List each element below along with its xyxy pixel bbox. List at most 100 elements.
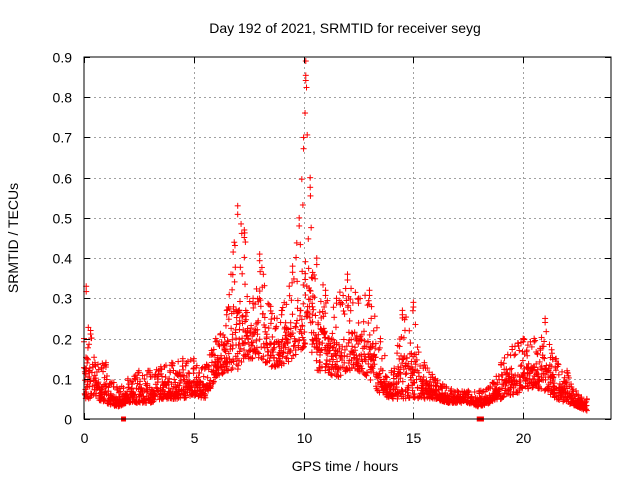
data-point [520,338,527,345]
data-point [523,364,530,371]
data-point [531,338,538,345]
data-point [420,390,427,397]
data-point [238,220,245,227]
data-point [141,375,148,382]
data-point [225,316,232,323]
data-point [300,300,307,307]
data-point [519,357,526,364]
data-point [289,263,296,270]
x-tick-label: 15 [406,430,422,446]
data-point [350,348,357,355]
data-point [210,346,217,353]
data-point [367,344,374,351]
data-point [83,384,90,391]
y-tick-labels: 0 0.1 0.2 0.3 0.4 0.5 0.6 0.7 0.8 0.9 [53,50,73,428]
data-point [345,339,352,346]
data-point [309,275,316,282]
data-point [235,362,242,369]
data-point [417,363,424,370]
data-point [545,387,552,394]
data-point [559,368,566,375]
data-point [556,397,563,404]
data-point [479,402,486,409]
data-point [290,343,297,350]
data-point [473,401,480,408]
data-point [251,345,258,352]
data-point [312,275,319,282]
data-point [294,317,301,324]
data-point [418,378,425,385]
data-point [331,350,338,357]
data-point [309,311,316,318]
data-point [506,366,513,373]
data-point [328,370,335,377]
data-point [550,383,557,390]
data-point [452,399,459,406]
data-point [363,343,370,350]
data-point [260,353,267,360]
data-point [86,341,93,348]
data-point [97,389,104,396]
data-point [348,285,355,292]
data-point [407,340,414,347]
data-point [206,384,213,391]
data-point [243,332,250,339]
data-point [538,363,545,370]
data-point [200,373,207,380]
data-point [185,369,192,376]
data-point [195,393,202,400]
data-point [365,351,372,358]
data-point [403,370,410,377]
data-point [332,324,339,331]
data-point [133,394,140,401]
data-point [289,330,296,337]
data-point [484,395,491,402]
data-point [257,303,264,310]
data-point [268,316,275,323]
data-point [322,334,329,341]
data-point [351,344,358,351]
data-point [213,373,220,380]
data-point [322,287,329,294]
data-point [305,265,312,272]
data-point [233,307,240,314]
data-point [233,335,240,342]
data-point [234,202,241,209]
data-point [565,374,572,381]
data-point [370,327,377,334]
data-point [446,399,453,406]
data-point [325,348,332,355]
data-point [267,307,274,314]
data-point [239,312,246,319]
data-point [575,392,582,399]
data-point [412,361,419,368]
data-point [302,340,309,347]
data-point [242,239,249,246]
data-point [410,353,417,360]
data-point [268,310,275,317]
data-point [131,375,138,382]
data-point [316,309,323,316]
data-point [330,344,337,351]
data-point [328,353,335,360]
data-point [541,355,548,362]
data-point [237,345,244,352]
data-point [336,289,343,296]
data-point [245,336,252,343]
data-point [313,255,320,262]
data-point [186,379,193,386]
data-point [396,343,403,350]
data-point [200,384,207,391]
data-point [258,264,265,271]
data-point [231,239,238,246]
data-point [311,294,318,301]
data-point [241,254,248,261]
data-point [331,314,338,321]
data-point [257,268,264,275]
data-point [320,281,327,288]
data-point [168,361,175,368]
data-point [221,346,228,353]
data-point [465,388,472,395]
data-point [380,385,387,392]
data-point [182,362,189,369]
